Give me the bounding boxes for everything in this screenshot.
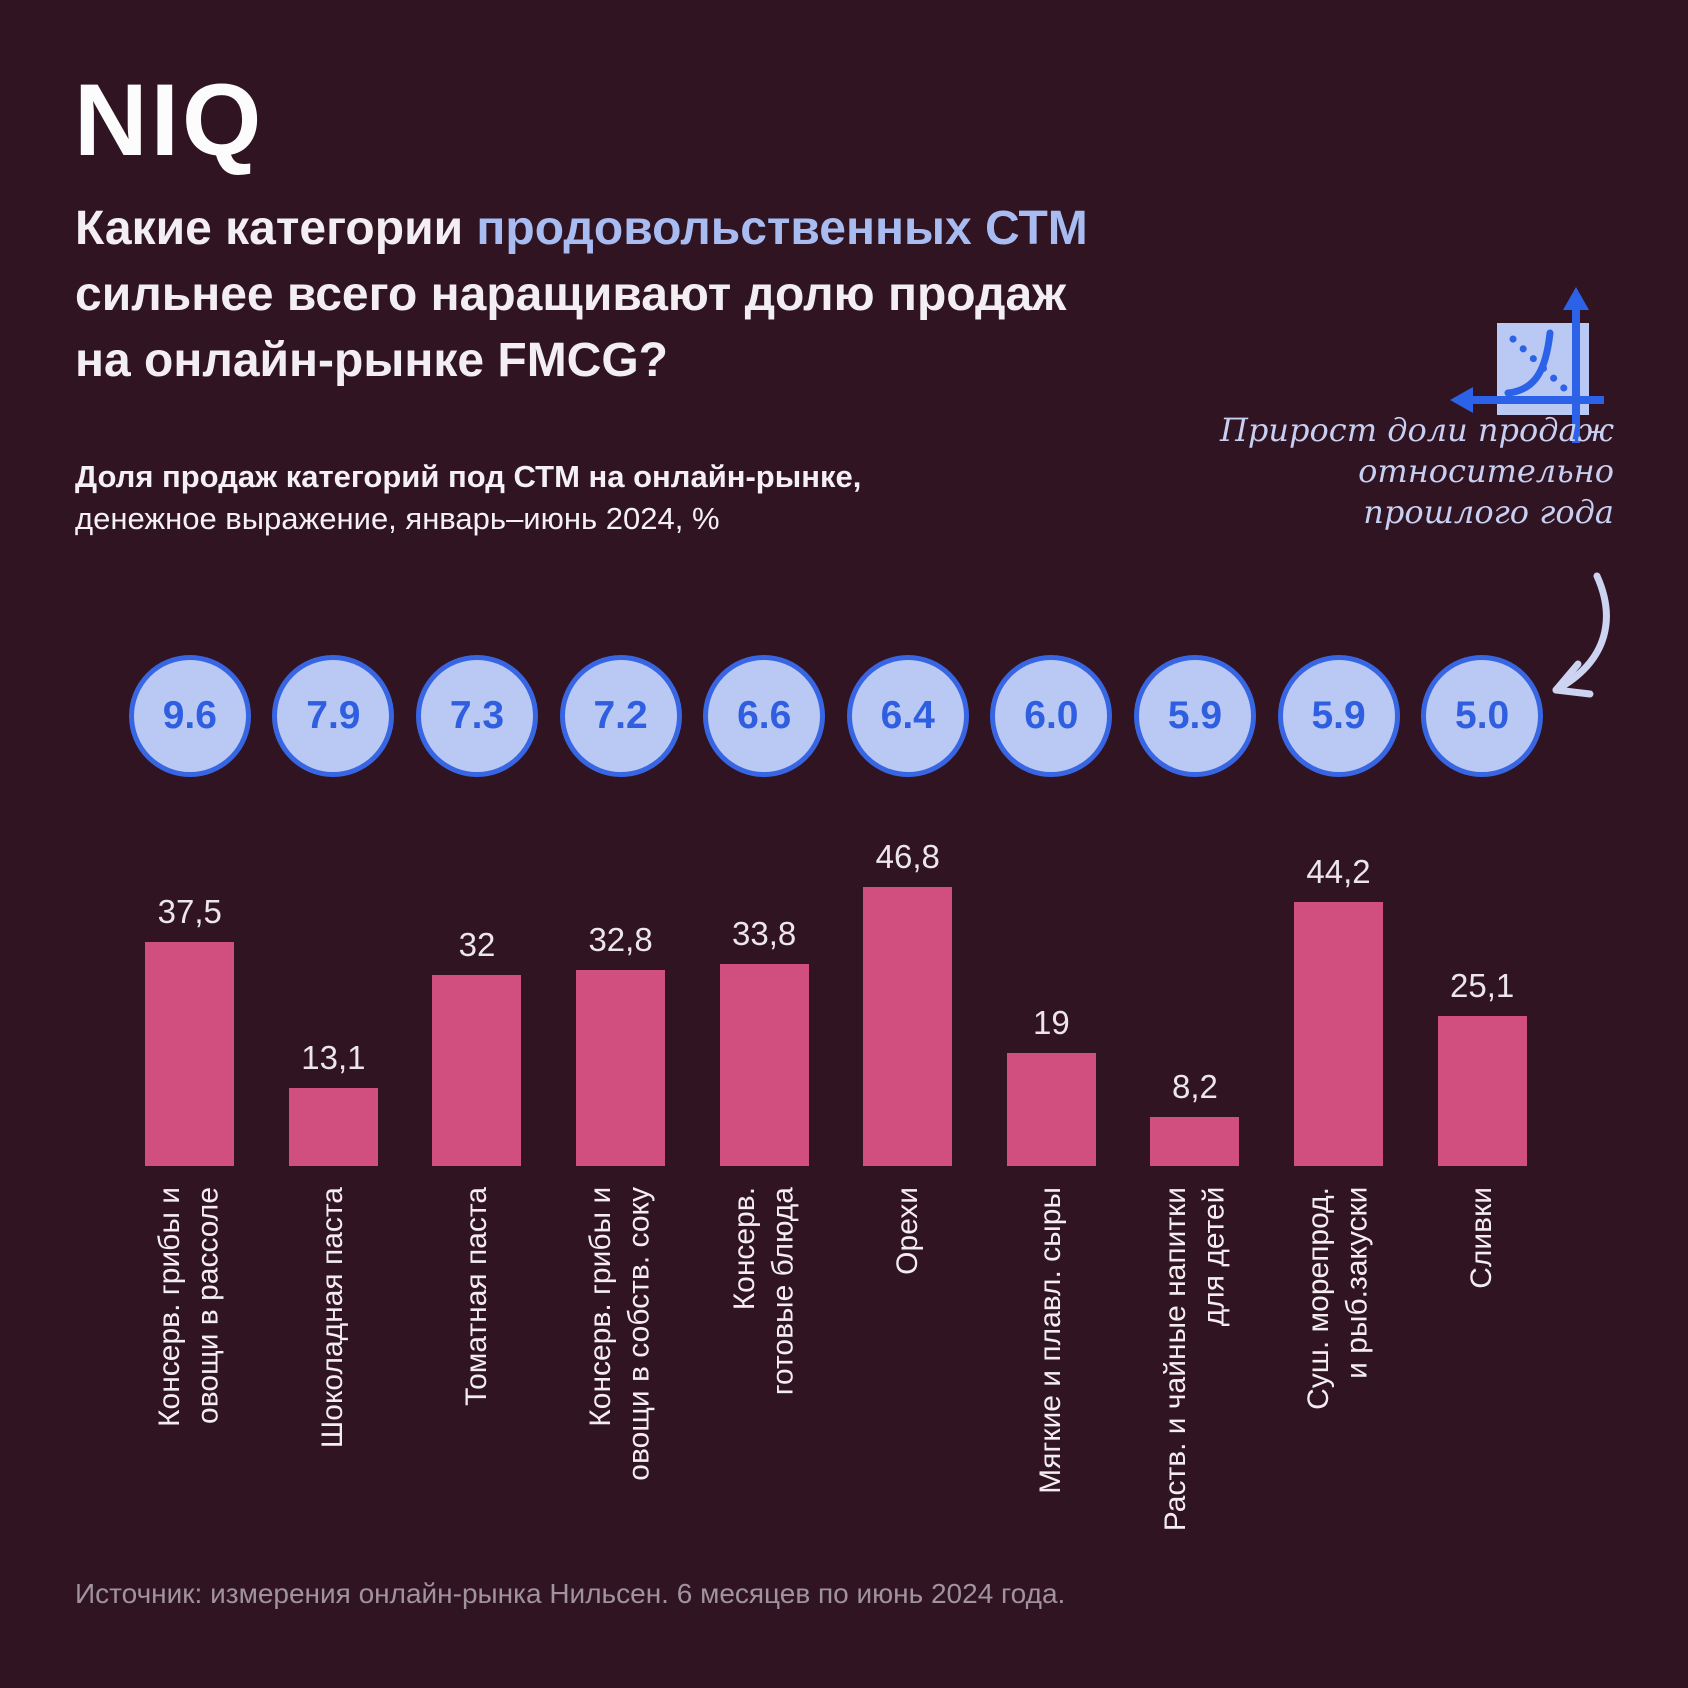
category-label-area: Раств. и чайные напитки для детей [1123,1166,1267,1566]
growth-circle-cell: 7.9 [262,655,406,777]
bar-area: 44,2 [1267,786,1411,1166]
bar [863,887,953,1166]
bar-area: 32 [405,786,549,1166]
bar-area: 33,8 [692,786,836,1166]
subtitle-line1: Доля продаж категорий под СТМ на онлайн-… [75,459,862,494]
growth-circle: 7.3 [415,655,538,777]
category-label-area: Суш. морепрод. и рыб.закуски [1267,1166,1411,1566]
growth-annotation: Прирост доли продаж относительно прошлог… [1094,410,1614,533]
bar [288,1088,378,1166]
growth-circle: 7.9 [272,655,395,777]
bar-column: 46,8 Орехи [836,786,980,1566]
bar-area: 25,1 [1410,786,1554,1166]
bar-value-label: 44,2 [1306,853,1371,890]
title-line1-highlight: продовольственных СТМ [476,202,1088,255]
bar-column: 8,2 Раств. и чайные напитки для детей [1123,786,1267,1566]
category-label: Томатная паста [459,1187,493,1406]
growth-circle-cell: 7.3 [405,655,549,777]
growth-circle-cell: 6.6 [692,655,836,777]
bar [576,970,666,1166]
bar-column: 13,1 Шоколадная паста [262,786,406,1566]
bar-value-label: 46,8 [875,838,940,875]
bar-value-label: 32 [458,926,496,963]
bar-area: 46,8 [836,786,980,1166]
growth-circle-cell: 9.6 [118,655,262,777]
bar-column: 37,5 Консерв. грибы и овощи в рассоле [118,786,262,1566]
subtitle-line2: денежное выражение, январь–июнь 2024, % [75,500,720,536]
bar [145,942,235,1166]
chart-subtitle: Доля продаж категорий под СТМ на онлайн-… [75,456,975,540]
category-label: Мягкие и плавл. сыры [1034,1187,1068,1494]
category-label: Суш. морепрод. и рыб.закуски [1302,1187,1374,1410]
category-label: Шоколадная паста [316,1187,350,1449]
bar-area: 37,5 [118,786,262,1166]
annotation-line2: относительно [1358,451,1614,490]
category-label-area: Томатная паста [405,1166,549,1566]
title-line1-pre: Какие категории [75,202,477,255]
growth-circle: 9.6 [128,655,251,777]
bar [1006,1053,1096,1166]
category-label: Раств. и чайные напитки для детей [1158,1187,1230,1532]
bar-area: 13,1 [262,786,406,1166]
growth-circle-cell: 6.4 [836,655,980,777]
category-label: Консерв. грибы и овощи в рассоле [153,1187,225,1427]
bar-value-label: 33,8 [732,915,797,952]
growth-circles-row: 9.6 7.9 7.3 7.2 6.6 6.4 6.0 5.9 5.9 5.0 [118,655,1554,777]
growth-circle: 5.9 [1133,655,1256,777]
growth-circle: 7.2 [559,655,682,777]
curved-arrow-icon [1552,572,1610,698]
category-label-area: Орехи [836,1166,980,1566]
growth-circle-cell: 7.2 [549,655,693,777]
bar-columns: 37,5 Консерв. грибы и овощи в рассоле 13,1 Ш… [118,786,1554,1566]
bar-area: 19 [980,786,1124,1166]
title-line3: на онлайн-рынке FMCG? [75,334,668,388]
category-label: Орехи [890,1187,924,1275]
category-label: Консерв. готовые блюда [727,1187,800,1396]
bar-value-label: 25,1 [1450,967,1515,1004]
page-title: Какие категории продовольственных СТМ си… [75,196,1335,395]
bar-value-label: 37,5 [157,893,222,930]
growth-circle-cell: 5.9 [1123,655,1267,777]
category-label-area: Мягкие и плавл. сыры [980,1166,1124,1566]
bar-value-label: 8,2 [1172,1068,1218,1105]
category-label-area: Консерв. готовые блюда [692,1166,836,1566]
category-label: Консерв. грибы и овощи в собств. соку [584,1187,656,1481]
bar [432,975,522,1166]
bar [1294,902,1384,1166]
growth-circle: 5.0 [1421,655,1544,777]
category-label: Сливки [1464,1187,1498,1289]
bar-column: 19 Мягкие и плавл. сыры [980,786,1124,1566]
category-label-area: Шоколадная паста [262,1166,406,1566]
bar-area: 32,8 [549,786,693,1166]
bar-column: 33,8 Консерв. готовые блюда [692,786,836,1566]
title-line2: сильнее всего наращивают долю продаж [75,268,1067,322]
annotation-line3: прошлого года [1363,492,1614,531]
source-note: Источник: измерения онлайн-рынка Нильсен… [75,1578,1066,1609]
bar-value-label: 19 [1033,1004,1070,1041]
bar [719,964,809,1166]
bar-column: 32 Томатная паста [405,786,549,1566]
niq-logo: NIQ [74,63,265,177]
bar [1437,1016,1527,1166]
bar [1150,1117,1240,1166]
growth-chart-icon [1450,287,1604,443]
bar-column: 44,2 Суш. морепрод. и рыб.закуски [1267,786,1411,1566]
growth-circle: 5.9 [1277,655,1400,777]
growth-circle-cell: 6.0 [980,655,1124,777]
bar-area: 8,2 [1123,786,1267,1166]
category-label-area: Консерв. грибы и овощи в рассоле [118,1166,262,1566]
growth-circle: 6.6 [703,655,826,777]
bar-value-label: 32,8 [588,921,653,958]
category-label-area: Сливки [1410,1166,1554,1566]
bar-column: 25,1 Сливки [1410,786,1554,1566]
growth-circle-cell: 5.0 [1410,655,1554,777]
bar-column: 32,8 Консерв. грибы и овощи в собств. соку [549,786,693,1566]
bar-value-label: 13,1 [301,1039,366,1076]
growth-circle-cell: 5.9 [1267,655,1411,777]
annotation-line1: Прирост доли продаж [1220,411,1614,449]
growth-circle: 6.4 [846,655,969,777]
category-label-area: Консерв. грибы и овощи в собств. соку [549,1166,693,1566]
growth-circle: 6.0 [990,655,1113,777]
